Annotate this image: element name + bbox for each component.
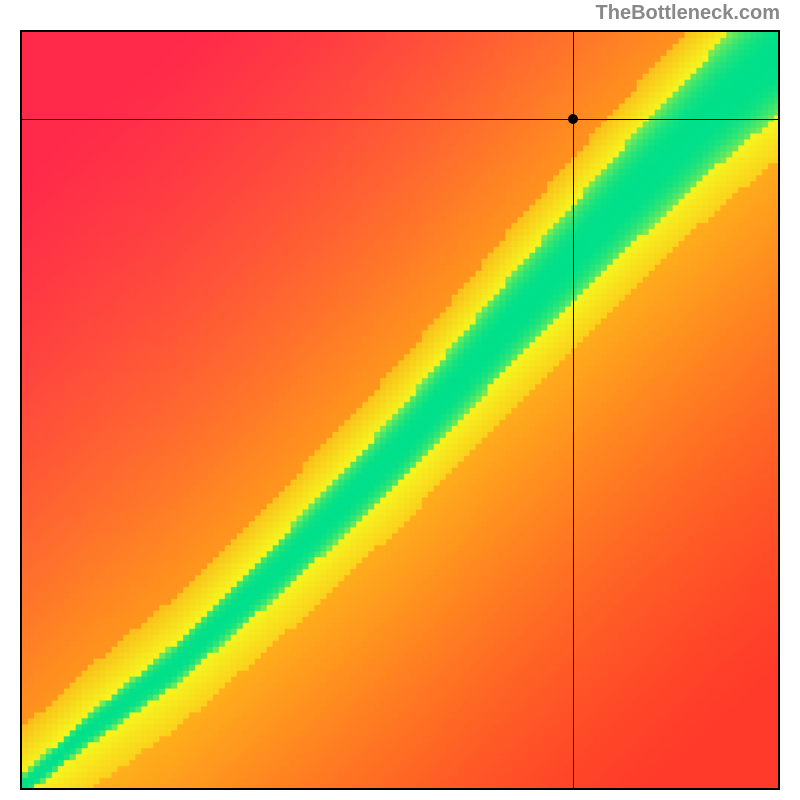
watermark-text: TheBottleneck.com xyxy=(596,2,780,25)
bottleneck-heatmap xyxy=(20,30,780,790)
crosshair-marker-dot xyxy=(568,114,578,124)
crosshair-horizontal xyxy=(22,119,778,120)
heatmap-canvas xyxy=(22,32,778,788)
crosshair-vertical xyxy=(573,32,574,788)
